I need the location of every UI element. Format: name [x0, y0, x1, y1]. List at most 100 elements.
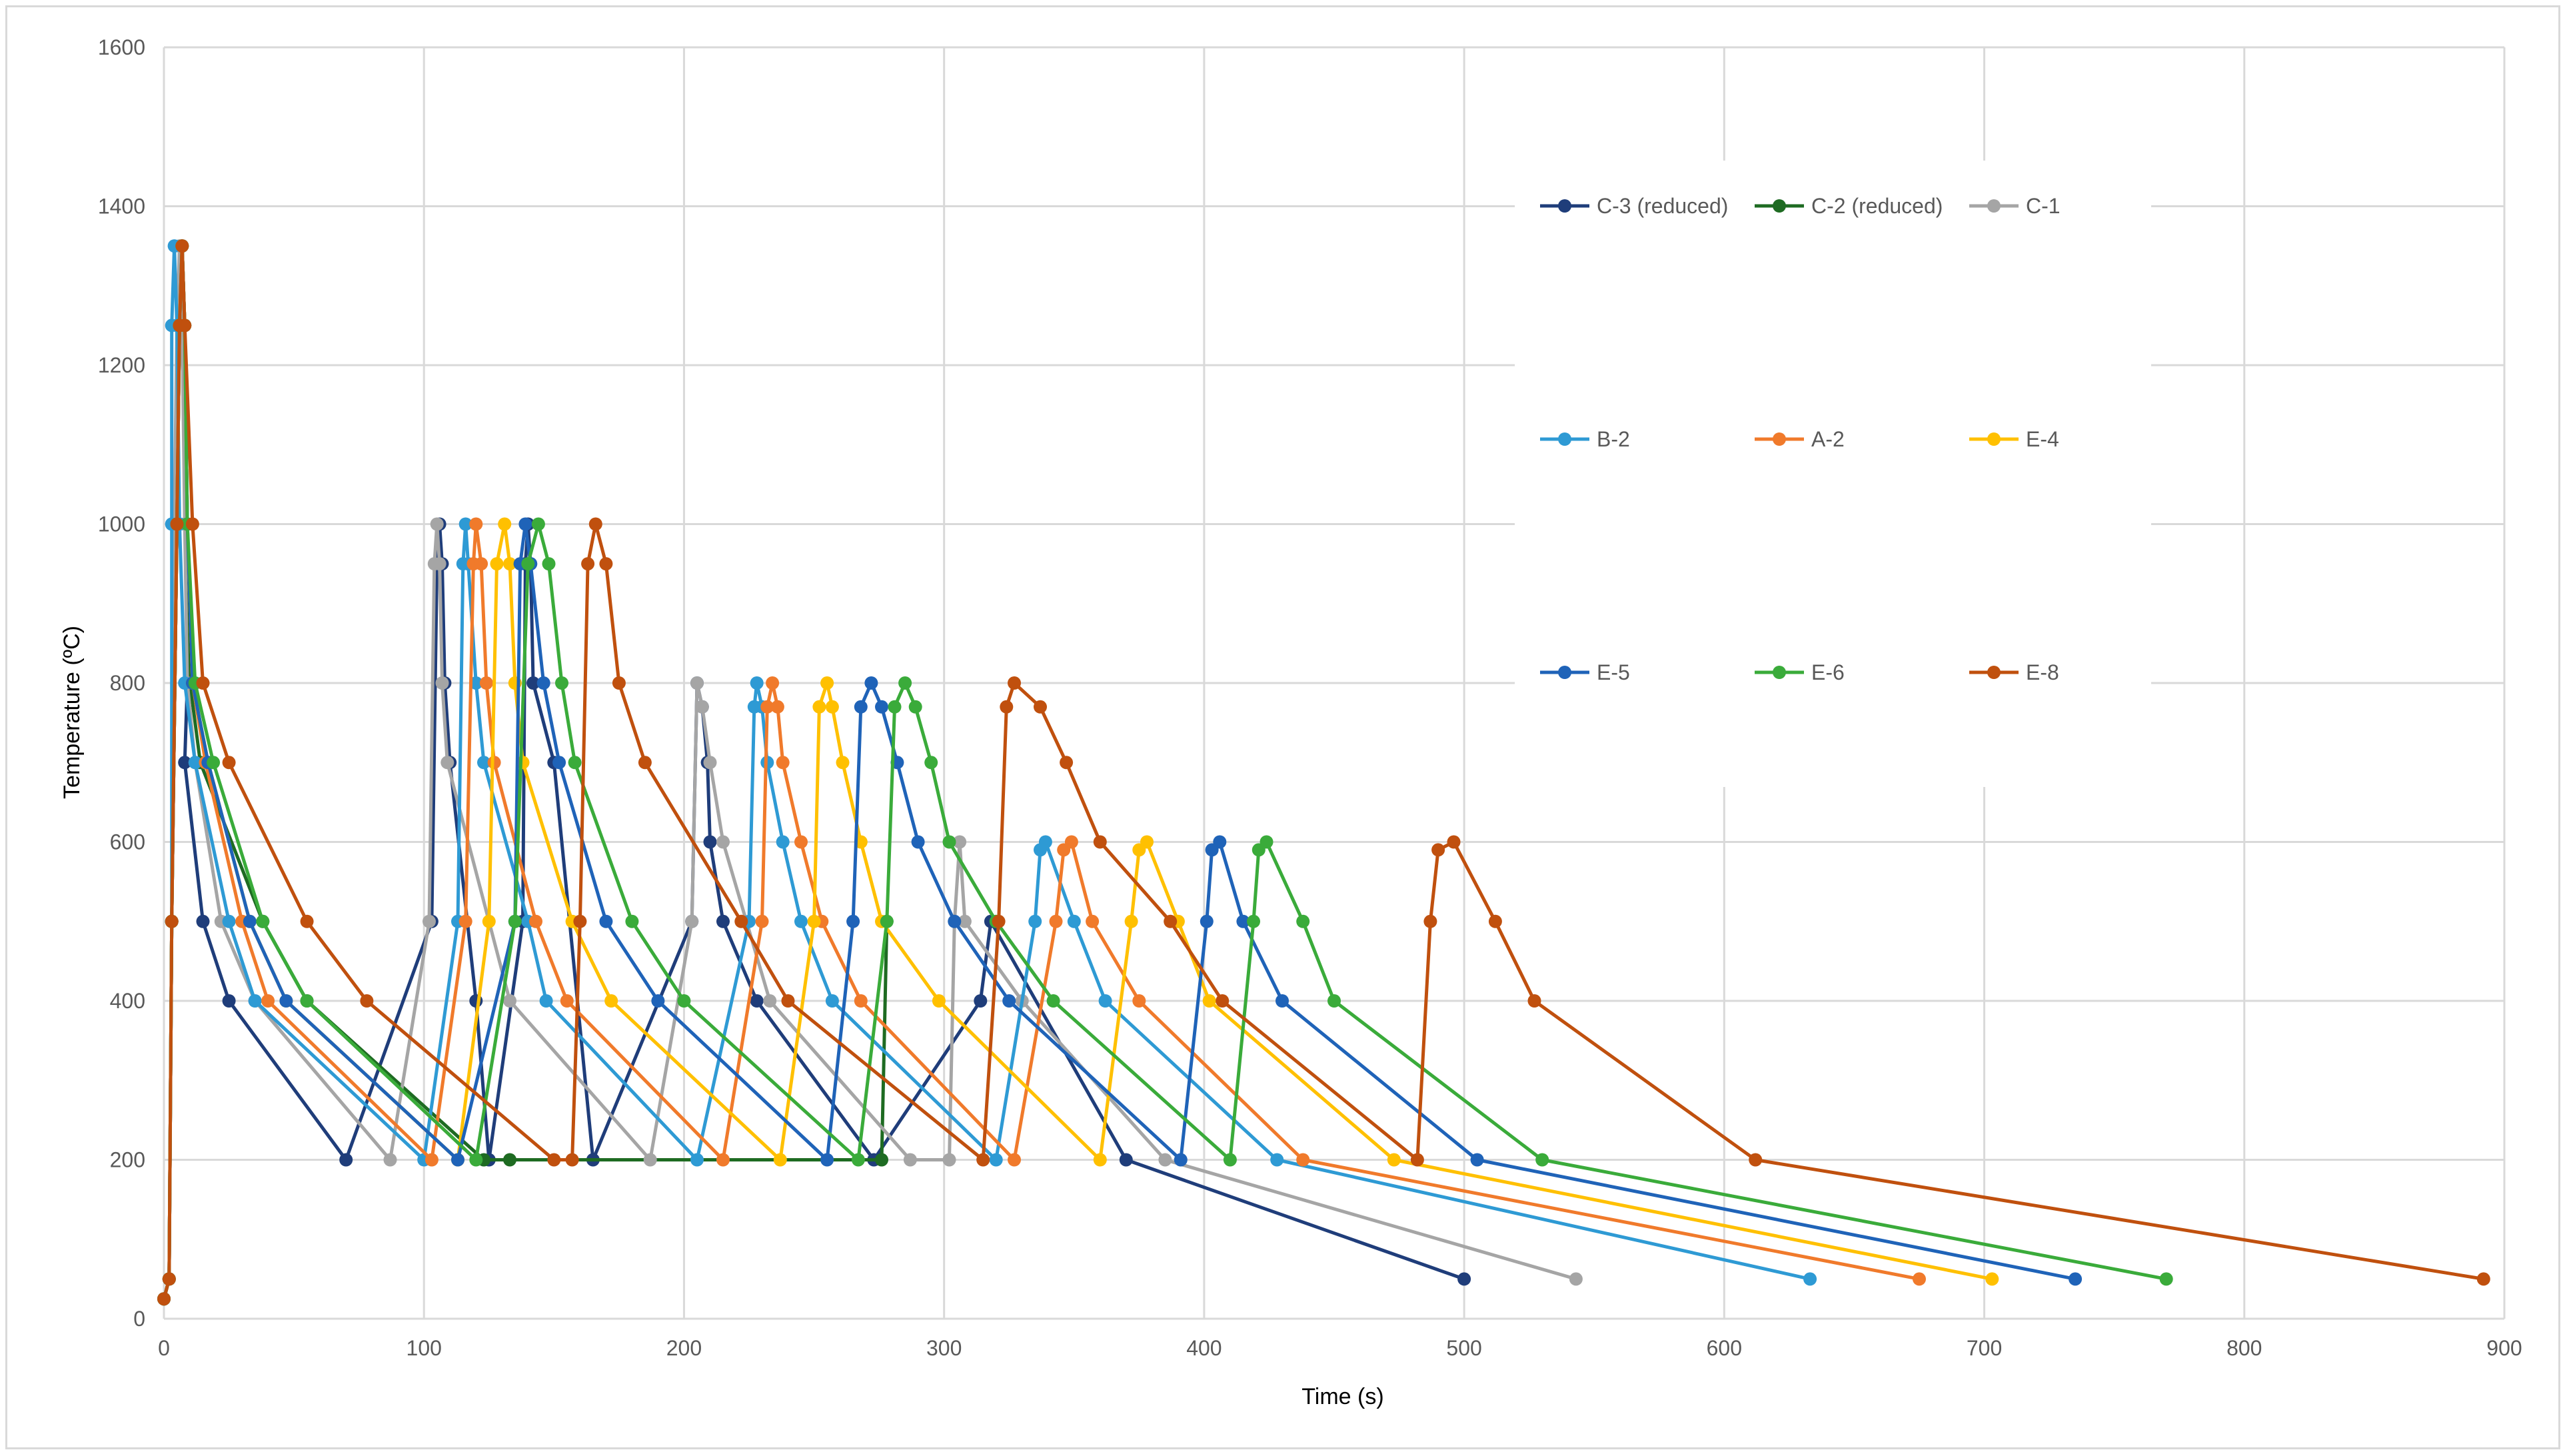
data-point [469, 517, 483, 531]
data-point [695, 700, 709, 714]
data-point [781, 994, 795, 1008]
data-point [1098, 994, 1112, 1008]
data-point [1223, 1153, 1237, 1167]
data-point [864, 676, 878, 690]
data-point [812, 700, 826, 714]
data-point [677, 994, 691, 1008]
x-tick-label: 900 [2486, 1336, 2522, 1360]
data-point [503, 1153, 516, 1167]
legend-label: C-3 (reduced) [1597, 194, 1728, 218]
data-point [703, 756, 717, 770]
data-point [529, 914, 542, 928]
data-point [1202, 994, 1216, 1008]
data-point [1140, 835, 1154, 849]
data-point [1260, 835, 1274, 849]
data-point [482, 914, 496, 928]
y-tick-label: 400 [110, 989, 145, 1013]
data-point [430, 517, 444, 531]
data-point [383, 1153, 397, 1167]
data-point [423, 914, 436, 928]
data-point [1064, 835, 1078, 849]
series-e-8 [157, 239, 2490, 1306]
data-point [1034, 700, 1047, 714]
data-point [490, 557, 504, 571]
data-point [2159, 1272, 2173, 1286]
data-point [750, 994, 764, 1008]
data-point [1008, 676, 1021, 690]
data-point [526, 676, 540, 690]
data-point [279, 994, 293, 1008]
data-point [1002, 994, 1016, 1008]
data-point [2069, 1272, 2083, 1286]
data-point [498, 517, 512, 531]
data-point [807, 914, 821, 928]
y-tick-label: 600 [110, 830, 145, 854]
data-point [1410, 1153, 1424, 1167]
data-point [880, 914, 894, 928]
data-point [1470, 1153, 1484, 1167]
data-point [794, 914, 808, 928]
legend-swatch-marker [1558, 666, 1571, 679]
data-point [581, 557, 595, 571]
y-tick-label: 0 [133, 1307, 145, 1331]
data-point [888, 700, 902, 714]
data-point [555, 676, 568, 690]
data-point [1236, 914, 1250, 928]
data-point [207, 756, 221, 770]
legend-swatch-marker [1558, 199, 1571, 213]
data-point [1049, 914, 1063, 928]
data-point [1093, 1153, 1107, 1167]
data-point [518, 517, 532, 531]
x-tick-label: 800 [2226, 1336, 2262, 1360]
data-point [1749, 1153, 1763, 1167]
chart-frame: 0 200 400 600 800 1000 1200 1400 1600 0 100 200 300 4… [5, 5, 2560, 1449]
data-point [477, 756, 490, 770]
legend-item: E-5 [1540, 660, 1630, 684]
data-point [825, 994, 839, 1008]
data-point [222, 756, 236, 770]
data-point [1276, 994, 1289, 1008]
data-point [432, 557, 446, 571]
data-point [625, 914, 639, 928]
x-tick-label: 500 [1446, 1336, 1481, 1360]
legend-background [1515, 161, 2151, 787]
data-point [1803, 1272, 1817, 1286]
data-point [196, 676, 210, 690]
legend-swatch-marker [1987, 666, 2001, 679]
data-point [942, 1153, 956, 1167]
legend-swatch-marker [1987, 199, 2001, 213]
data-point [573, 914, 587, 928]
data-point [539, 994, 553, 1008]
data-point [469, 1153, 483, 1167]
data-point [773, 1153, 787, 1167]
data-point [170, 517, 184, 531]
data-point [185, 517, 199, 531]
legend-item: C-2 (reduced) [1755, 194, 1943, 218]
legend-swatch-marker [1773, 666, 1786, 679]
y-tick-label: 1400 [98, 195, 145, 219]
data-point [942, 835, 956, 849]
data-point [435, 676, 449, 690]
data-point [825, 700, 839, 714]
series-line [162, 244, 1465, 1299]
data-point [474, 557, 488, 571]
x-tick-label: 700 [1967, 1336, 2002, 1360]
data-point [854, 700, 868, 714]
data-point [1213, 835, 1227, 849]
data-point [1247, 914, 1260, 928]
series-line [162, 244, 1811, 1299]
data-point [542, 557, 556, 571]
legend-item: E-6 [1755, 660, 1845, 684]
data-point [547, 1153, 561, 1167]
data-point [1038, 835, 1052, 849]
data-point [776, 835, 790, 849]
data-point [425, 1153, 438, 1167]
data-point [599, 914, 613, 928]
data-point [1028, 914, 1042, 928]
data-point [300, 914, 314, 928]
legend-item: B-2 [1540, 427, 1630, 451]
data-point [1086, 914, 1100, 928]
data-point [360, 994, 374, 1008]
data-point [531, 517, 545, 531]
data-point [508, 914, 522, 928]
